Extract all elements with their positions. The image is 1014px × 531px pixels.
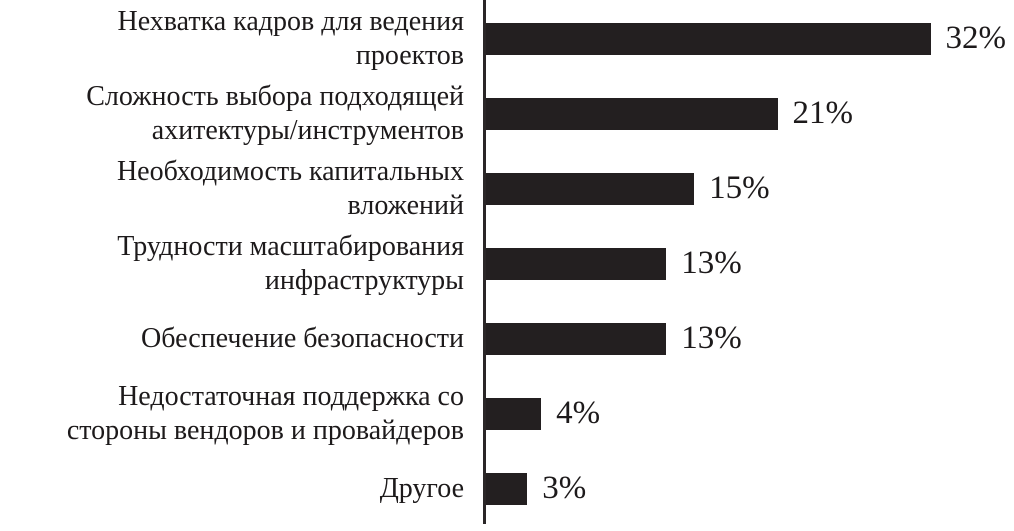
value-label: 32% [945,20,1007,56]
chart-row: Сложность выбора подходящей ахитектуры/ин… [0,76,1014,151]
category-label: Нехватка кадров для ведения проектов [0,5,483,73]
value-label: 3% [542,470,587,506]
bar-area: 15% [483,151,1014,226]
chart-row: Обеспечение безопасности 13% [0,301,1014,376]
category-label-line: Другое [379,472,464,504]
category-label-line: Сложность выбора подходящей [86,80,464,112]
value-label: 21% [792,95,854,131]
value-label: 13% [681,320,742,356]
chart-row: Необходимость капитальных вложений 15% [0,151,1014,226]
category-label: Трудности масштабирования инфраструктуры [0,230,483,298]
bar-area: 3% [483,451,1014,526]
chart-row: Нехватка кадров для ведения проектов 32% [0,1,1014,76]
category-label-line: Недостаточная поддержка со [118,380,464,412]
category-label-line: Необходимость капитальных [116,155,464,187]
category-label-line: ахитектуры/инструментов [151,114,464,146]
bar [485,397,542,430]
chart-row: Трудности масштабирования инфраструктуры … [0,226,1014,301]
bar-area: 13% [483,226,1014,301]
chart-row: Недостаточная поддержка со стороны вендор… [0,376,1014,451]
category-label-line: проектов [355,39,464,71]
bar [485,97,778,130]
category-label-line: Обеспечение безопасности [141,322,464,354]
category-label-line: Нехватка кадров для ведения [117,5,465,37]
category-label-line: инфраструктуры [264,264,464,296]
category-label-line: Трудности масштабирования [117,230,464,262]
chart-row: Другое 3% [0,451,1014,526]
bar [485,247,667,280]
category-label-line: вложений [347,189,464,221]
value-label: 13% [681,245,742,281]
category-label: Сложность выбора подходящей ахитектуры/ин… [0,80,483,148]
bar [485,322,667,355]
category-label-line: стороны вендоров и провайдеров [66,414,464,446]
bar [485,172,695,205]
bar [485,22,931,55]
category-label: Необходимость капитальных вложений [0,155,483,223]
value-label: 4% [556,395,601,431]
bar-area: 21% [483,76,1014,151]
bar [485,472,528,505]
category-label: Обеспечение безопасности [0,322,483,356]
category-label: Недостаточная поддержка со стороны вендор… [0,380,483,448]
bar-area: 13% [483,301,1014,376]
bar-area: 32% [483,1,1014,76]
y-axis-line [483,0,486,524]
bar-area: 4% [483,376,1014,451]
category-label: Другое [0,472,483,506]
value-label: 15% [709,170,770,206]
